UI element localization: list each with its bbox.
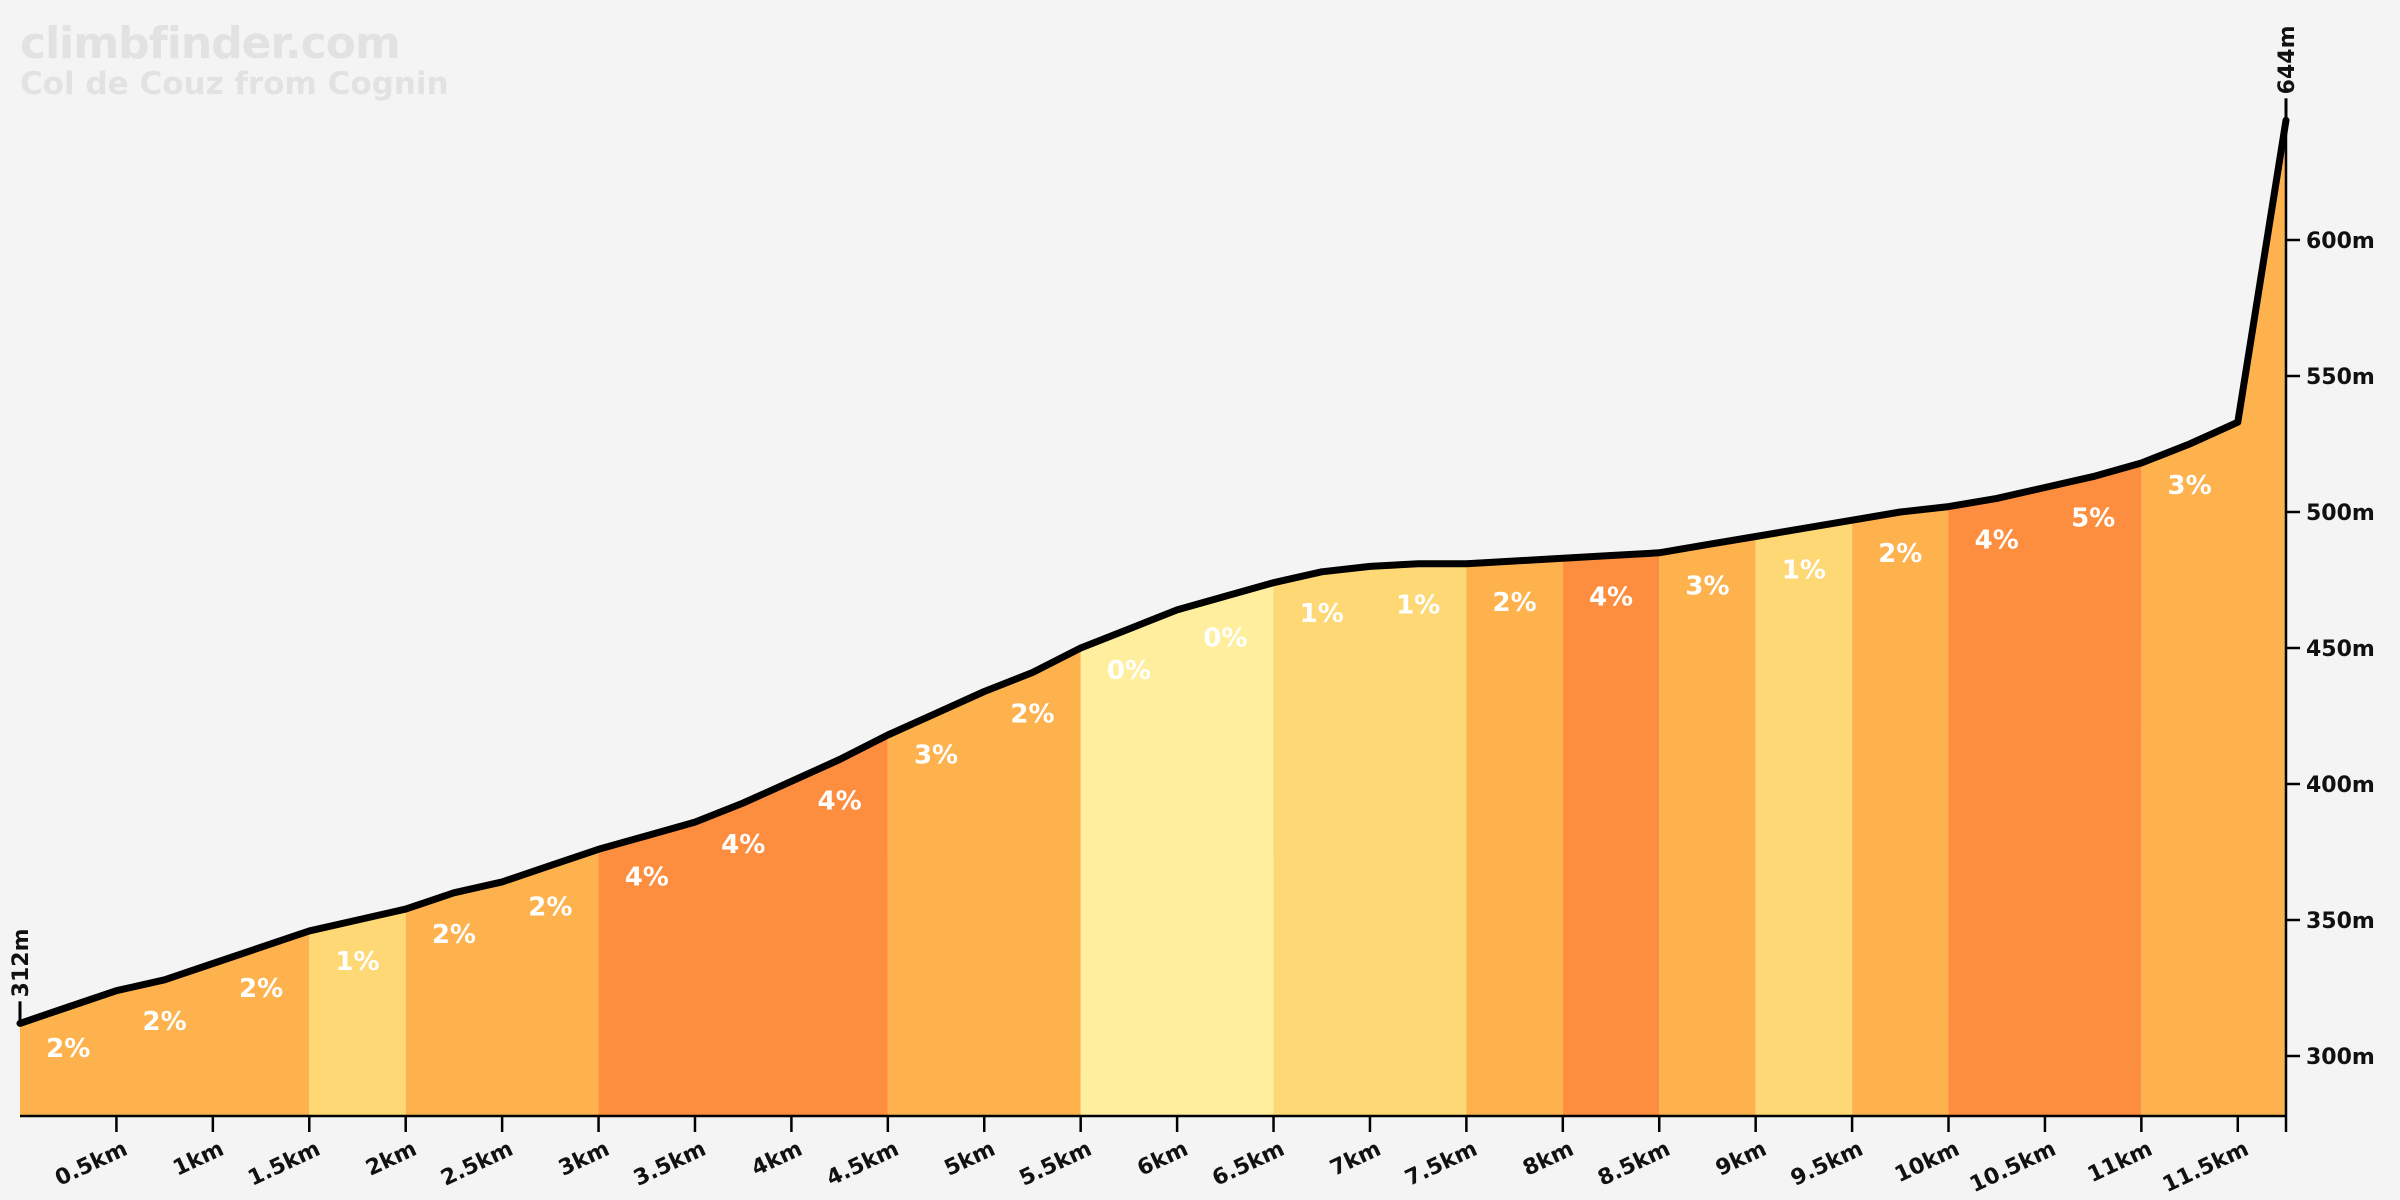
x-tick-label: 8km (1519, 1137, 1577, 1182)
grade-label: 4% (625, 863, 669, 893)
elevation-line (16, 116, 2290, 1027)
grade-label: 3% (2167, 471, 2211, 501)
x-tick-label: 5.5km (1016, 1137, 1096, 1192)
grade-label: 1% (335, 947, 379, 977)
start-elevation-label: 312m (9, 929, 34, 998)
grade-segment (1562, 552, 1660, 1116)
grade-segment (887, 648, 1081, 1116)
x-tick-label: 0.5km (51, 1137, 131, 1192)
grade-segment (1852, 506, 1949, 1117)
grade-label: 2% (239, 974, 283, 1004)
grade-segment (1755, 520, 1853, 1116)
grade-label: 4% (1589, 583, 1633, 613)
x-tick-label: 5km (941, 1137, 999, 1182)
y-tick-label: 350m (2306, 909, 2375, 934)
grade-label: 4% (1975, 525, 2019, 555)
y-tick-label: 300m (2306, 1045, 2375, 1070)
x-tick-label: 4.5km (823, 1137, 903, 1192)
grade-segment (2141, 120, 2286, 1117)
y-tick-label: 400m (2306, 773, 2375, 798)
grade-segment (20, 930, 310, 1116)
grade-label: 5% (2071, 504, 2115, 534)
x-tick-label: 2km (362, 1137, 420, 1182)
grade-label: 2% (432, 920, 476, 950)
grade-label: 1% (1782, 555, 1826, 585)
x-tick-label: 11km (2084, 1137, 2156, 1188)
x-tick-label: 9km (1712, 1137, 1770, 1182)
grade-label: 4% (721, 830, 765, 860)
grade-segment (1080, 582, 1274, 1116)
grade-label: 4% (818, 787, 862, 817)
y-tick-label: 500m (2306, 501, 2375, 526)
grade-label: 2% (528, 893, 572, 923)
grade-label: 2% (1493, 588, 1537, 618)
site-name: climbfinder.com (20, 18, 401, 69)
x-tick-label: 6km (1134, 1137, 1192, 1182)
x-tick-label: 7km (1326, 1137, 1384, 1182)
grade-label: 0% (1203, 623, 1247, 653)
y-tick-label: 600m (2306, 229, 2375, 254)
x-tick-label: 10.5km (1966, 1137, 2060, 1198)
grade-segment (1273, 563, 1467, 1116)
grade-segment (309, 909, 406, 1116)
grade-segment (1659, 536, 1756, 1116)
grade-label: 3% (1685, 572, 1729, 602)
x-tick-label: 11.5km (2159, 1137, 2253, 1198)
y-tick-label: 550m (2306, 365, 2375, 390)
x-tick-label: 10km (1891, 1137, 1963, 1188)
grade-label: 2% (46, 1034, 90, 1064)
x-tick-label: 1km (169, 1137, 227, 1182)
grade-label: 0% (1107, 656, 1151, 686)
grade-label: 3% (914, 740, 958, 770)
grade-segment (1948, 463, 2142, 1116)
x-tick-label: 1.5km (244, 1137, 324, 1192)
grade-label: 1% (1396, 591, 1440, 621)
end-elevation-label: 644m (2275, 25, 2300, 94)
x-tick-label: 3.5km (630, 1137, 710, 1192)
grade-label: 2% (1010, 699, 1054, 729)
grade-label: 1% (1300, 599, 1344, 629)
x-tick-label: 6.5km (1209, 1137, 1289, 1192)
x-tick-label: 2.5km (437, 1137, 517, 1192)
grade-segment (1466, 558, 1563, 1116)
x-tick-label: 3km (555, 1137, 613, 1182)
grade-segment (405, 849, 599, 1116)
x-tick-label: 7.5km (1401, 1137, 1481, 1192)
grade-label: 2% (1878, 539, 1922, 569)
grade-label: 2% (143, 1007, 187, 1037)
x-tick-label: 9.5km (1787, 1137, 1867, 1192)
x-tick-label: 4km (748, 1137, 806, 1182)
x-tick-label: 8.5km (1594, 1137, 1674, 1192)
climb-name: Col de Couz from Cognin (20, 66, 449, 102)
y-tick-label: 450m (2306, 637, 2375, 662)
